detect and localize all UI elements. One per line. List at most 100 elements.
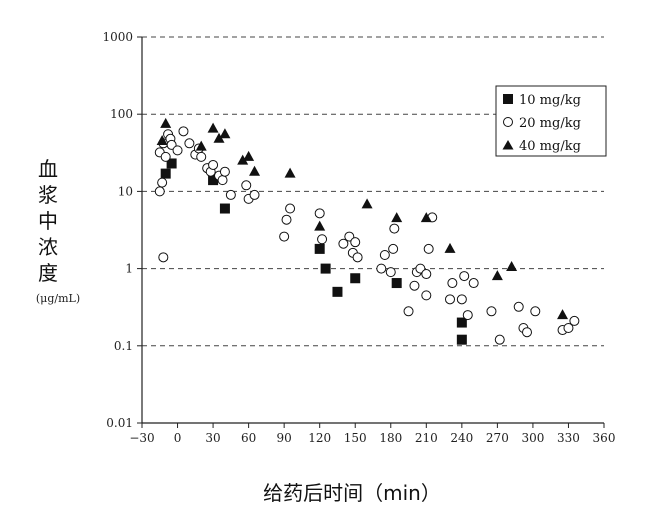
point-20mgkg <box>423 243 434 254</box>
x-tick-label: 240 <box>450 431 473 445</box>
point-40mgkg <box>557 309 569 320</box>
x-axis-title: 给药后时间（min） <box>263 481 441 505</box>
point-20mgkg <box>352 252 363 263</box>
point-20mgkg <box>279 231 290 242</box>
point-20mgkg <box>530 306 541 317</box>
point-20mgkg <box>494 334 505 345</box>
data-points <box>154 117 580 345</box>
point-10mgkg <box>456 334 467 345</box>
point-20mgkg <box>513 301 524 312</box>
point-40mgkg <box>207 122 219 133</box>
gridlines <box>142 36 604 347</box>
point-20mgkg <box>522 327 532 338</box>
point-20mgkg <box>409 280 420 291</box>
y-tick-label: 0.1 <box>114 339 133 353</box>
legend-label-40mgkg: 40 mg/kg <box>519 139 581 154</box>
point-40mgkg <box>195 140 207 151</box>
point-10mgkg <box>391 278 402 289</box>
point-20mgkg <box>403 306 414 317</box>
y-axis-title-char: 浓 <box>38 235 58 259</box>
point-40mgkg <box>249 165 261 176</box>
point-20mgkg <box>154 186 165 197</box>
x-tick-label: 180 <box>379 431 402 445</box>
point-40mgkg <box>284 167 296 178</box>
point-40mgkg <box>361 198 373 209</box>
point-40mgkg <box>156 134 168 145</box>
axes <box>137 36 605 428</box>
legend-label-20mgkg: 20 mg/kg <box>519 116 581 131</box>
point-20mgkg <box>388 243 399 254</box>
y-tick-label: 100 <box>110 107 133 121</box>
point-20mgkg <box>281 214 292 225</box>
y-tick-label: 10 <box>118 184 133 198</box>
point-20mgkg <box>486 306 497 317</box>
y-axis-title-char: 度 <box>38 261 58 285</box>
x-tick-label: 60 <box>241 431 256 445</box>
point-20mgkg <box>249 189 260 200</box>
x-tick-label: 300 <box>521 431 544 445</box>
point-10mgkg <box>219 203 230 214</box>
point-10mgkg <box>166 158 177 169</box>
point-40mgkg <box>444 242 456 253</box>
point-10mgkg <box>320 263 331 274</box>
point-20mgkg <box>376 263 387 274</box>
point-10mgkg <box>208 175 219 186</box>
point-40mgkg <box>243 150 255 161</box>
point-20mgkg <box>285 203 296 214</box>
point-20mgkg <box>338 238 349 249</box>
point-20mgkg <box>421 290 432 301</box>
point-20mgkg <box>241 180 252 191</box>
point-20mgkg <box>225 189 236 200</box>
y-axis-title: 血浆中浓度 (μg/mL) <box>36 157 80 305</box>
point-20mgkg <box>385 267 396 278</box>
point-20mgkg <box>184 138 195 149</box>
point-20mgkg <box>421 269 432 280</box>
point-10mgkg <box>314 243 325 254</box>
point-10mgkg <box>160 168 171 179</box>
point-40mgkg <box>219 128 231 139</box>
y-tick-label: 0.01 <box>106 416 133 430</box>
point-10mgkg <box>456 317 467 328</box>
point-40mgkg <box>314 220 326 231</box>
legend-marker-10mgkg <box>503 94 513 104</box>
point-20mgkg <box>456 294 467 305</box>
point-20mgkg <box>317 234 328 245</box>
x-tick-label: 330 <box>557 431 580 445</box>
y-axis-title-char: 血 <box>38 157 58 181</box>
legend-label-10mgkg: 10 mg/kg <box>519 93 581 108</box>
point-20mgkg <box>160 151 171 162</box>
x-tick-label: 0 <box>174 431 182 445</box>
x-tick-label: 30 <box>205 431 220 445</box>
x-tick-label: 360 <box>593 431 616 445</box>
y-axis-title-text: 血浆中浓度 <box>38 157 58 285</box>
tick-labels: 0.01 0.1 1 10 100 1000 −30 0 30 60 90 120 150 180 210 2… <box>102 30 615 445</box>
legend-marker-20mgkg <box>503 117 513 127</box>
point-10mgkg <box>332 286 343 297</box>
y-tick-label: 1000 <box>102 30 133 44</box>
y-axis-title-char: 中 <box>38 209 58 233</box>
point-20mgkg <box>217 175 228 186</box>
y-axis-title-char: 浆 <box>38 183 58 207</box>
point-20mgkg <box>462 310 473 321</box>
point-40mgkg <box>420 212 432 223</box>
x-tick-label: 120 <box>308 431 331 445</box>
point-20mgkg <box>447 278 458 289</box>
point-20mgkg <box>172 145 183 156</box>
point-40mgkg <box>160 117 172 128</box>
point-40mgkg <box>391 212 403 223</box>
point-20mgkg <box>196 151 207 162</box>
point-20mgkg <box>379 250 390 261</box>
point-20mgkg <box>178 126 189 137</box>
legend-marker-40mgkg <box>502 140 514 150</box>
point-10mgkg <box>350 273 361 284</box>
point-20mgkg <box>314 208 325 219</box>
x-tick-label: 90 <box>277 431 292 445</box>
x-tick-label: 270 <box>486 431 509 445</box>
point-20mgkg <box>208 159 219 170</box>
point-40mgkg <box>213 132 225 143</box>
point-20mgkg <box>350 237 361 248</box>
x-tick-label: −30 <box>129 431 154 445</box>
point-20mgkg <box>459 271 470 282</box>
legend: 10 mg/kg 20 mg/kg 40 mg/kg <box>495 85 607 157</box>
